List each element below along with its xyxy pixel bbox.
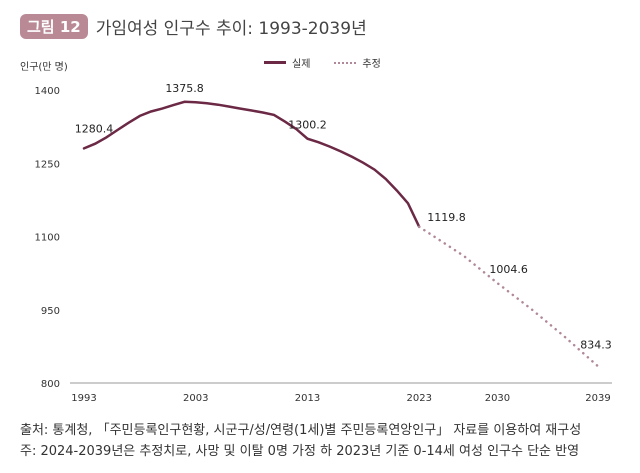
series-line-projected bbox=[417, 225, 600, 368]
legend-label-actual: 실제 bbox=[292, 59, 311, 70]
y-tick-label: 1400 bbox=[35, 86, 60, 97]
x-tick-label: 1993 bbox=[71, 393, 96, 404]
x-tick-label: 2013 bbox=[295, 393, 320, 404]
y-tick-label: 800 bbox=[41, 379, 60, 390]
legend-label-projected: 추정 bbox=[362, 59, 381, 70]
footnote: 주: 2024-2039년은 추정치로, 사망 및 이탈 0명 가정 하 202… bbox=[20, 444, 580, 459]
source-note: 출처: 통계청, 「주민등록인구현황, 시군구/성/연령(1세)별 주민등록연앙… bbox=[20, 423, 582, 438]
line-chart: 800 950 1100 1250 1400 1993 2003 2013 2023 2030 20… bbox=[35, 82, 612, 404]
legend-swatch-actual bbox=[264, 61, 286, 64]
data-label: 1119.8 bbox=[427, 211, 466, 224]
figure-header: 그림 12 가임여성 인구수 추이: 1993-2039년 bbox=[20, 14, 367, 39]
data-label: 1375.8 bbox=[165, 82, 204, 95]
series-line-actual bbox=[82, 100, 421, 229]
legend: 실제 추정 bbox=[264, 55, 381, 70]
y-tick-label: 1250 bbox=[35, 159, 60, 170]
data-label: 1300.2 bbox=[288, 119, 327, 132]
data-label: 834.3 bbox=[580, 338, 612, 351]
x-tick-label: 2039 bbox=[585, 393, 610, 404]
data-label: 1280.4 bbox=[75, 122, 114, 135]
x-tick-label: 2003 bbox=[183, 393, 208, 404]
y-tick-label: 1100 bbox=[35, 233, 60, 244]
data-label: 1004.6 bbox=[489, 263, 528, 276]
y-tick-label: 950 bbox=[41, 306, 60, 317]
footer: 출처: 통계청, 「주민등록인구현황, 시군구/성/연령(1세)별 주민등록연앙… bbox=[20, 420, 581, 462]
x-tick-label: 2030 bbox=[485, 393, 510, 404]
figure-badge: 그림 12 bbox=[20, 14, 88, 39]
x-tick-label: 2023 bbox=[406, 393, 431, 404]
legend-swatch-projected bbox=[334, 61, 357, 64]
chart-title: 가임여성 인구수 추이: 1993-2039년 bbox=[95, 19, 367, 39]
y-axis-label: 인구(만 명) bbox=[20, 62, 68, 73]
